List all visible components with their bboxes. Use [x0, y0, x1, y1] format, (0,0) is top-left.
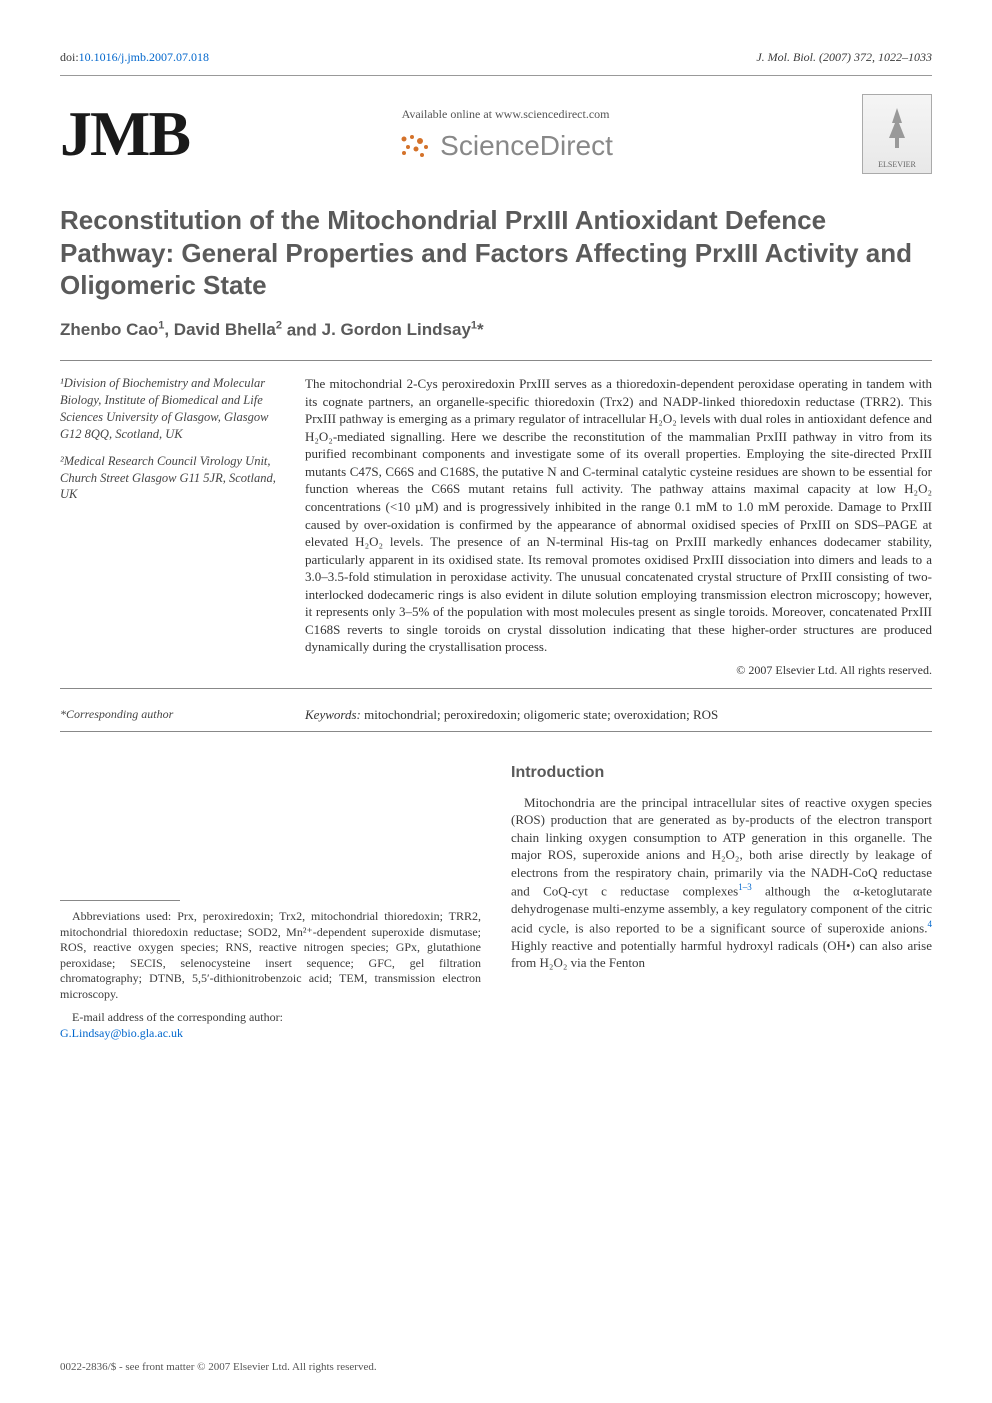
author-2: David Bhella2: [174, 320, 287, 339]
email-label: E-mail address of the corresponding auth…: [72, 1010, 283, 1024]
doi-label: doi:: [60, 50, 79, 64]
keywords-text: mitochondrial; peroxiredoxin; oligomeric…: [361, 707, 718, 722]
keywords: Keywords: mitochondrial; peroxiredoxin; …: [305, 707, 932, 723]
author-3: J. Gordon Lindsay1*: [322, 320, 484, 339]
header-banner: JMB Available online at www.sciencedirec…: [60, 94, 932, 174]
sciencedirect-block: Available online at www.sciencedirect.co…: [149, 107, 862, 162]
elsevier-label: ELSEVIER: [878, 160, 916, 169]
ref-link-4[interactable]: 4: [928, 919, 933, 929]
sciencedirect-icon: [398, 133, 432, 159]
abstract-text: The mitochondrial 2-Cys peroxiredoxin Pr…: [305, 376, 932, 654]
footer-copyright: 0022-2836/$ - see front matter © 2007 El…: [60, 1361, 377, 1373]
elsevier-tree-icon: [877, 95, 917, 160]
email-footnote: E-mail address of the corresponding auth…: [60, 1009, 481, 1041]
affiliation-2: ²Medical Research Council Virology Unit,…: [60, 453, 285, 504]
keywords-label: Keywords:: [305, 707, 361, 722]
corresponding-author-note: *Corresponding author: [60, 707, 305, 723]
footnote-rule: [60, 900, 180, 901]
right-column: Introduction Mitochondria are the princi…: [511, 762, 932, 1041]
intro-text-3: Highly reactive and potentially harmful …: [511, 938, 932, 971]
corresponding-email-link[interactable]: G.Lindsay@bio.gla.ac.uk: [60, 1026, 183, 1040]
affiliation-1: ¹Division of Biochemistry and Molecular …: [60, 375, 285, 443]
introduction-paragraph: Mitochondria are the principal intracell…: [511, 794, 932, 972]
abstract: The mitochondrial 2-Cys peroxiredoxin Pr…: [305, 375, 932, 678]
left-column: Abbreviations used: Prx, peroxiredoxin; …: [60, 762, 481, 1041]
affiliations: ¹Division of Biochemistry and Molecular …: [60, 375, 285, 678]
doi-row: doi:10.1016/j.jmb.2007.07.018 J. Mol. Bi…: [60, 50, 932, 65]
top-rule: [60, 75, 932, 76]
available-online-text: Available online at www.sciencedirect.co…: [149, 107, 862, 122]
author-1: Zhenbo Cao1,: [60, 320, 174, 339]
introduction-heading: Introduction: [511, 762, 932, 784]
meta-abstract-block: ¹Division of Biochemistry and Molecular …: [60, 360, 932, 689]
doi-link[interactable]: 10.1016/j.jmb.2007.07.018: [79, 50, 209, 64]
copyright-line: © 2007 Elsevier Ltd. All rights reserved…: [305, 662, 932, 678]
author-and: and: [287, 320, 322, 339]
ref-link-1-3[interactable]: 1–3: [738, 882, 752, 892]
keywords-row: *Corresponding author Keywords: mitochon…: [60, 699, 932, 732]
doi: doi:10.1016/j.jmb.2007.07.018: [60, 50, 209, 65]
article-title: Reconstitution of the Mitochondrial PrxI…: [60, 204, 932, 302]
sciencedirect-label: ScienceDirect: [440, 130, 613, 162]
author-list: Zhenbo Cao1, David Bhella2 and J. Gordon…: [60, 320, 932, 341]
elsevier-logo: ELSEVIER: [862, 94, 932, 174]
abbreviations-footnote: Abbreviations used: Prx, peroxiredoxin; …: [60, 909, 481, 1003]
journal-reference: J. Mol. Biol. (2007) 372, 1022–1033: [756, 50, 932, 65]
body-columns: Abbreviations used: Prx, peroxiredoxin; …: [60, 762, 932, 1041]
